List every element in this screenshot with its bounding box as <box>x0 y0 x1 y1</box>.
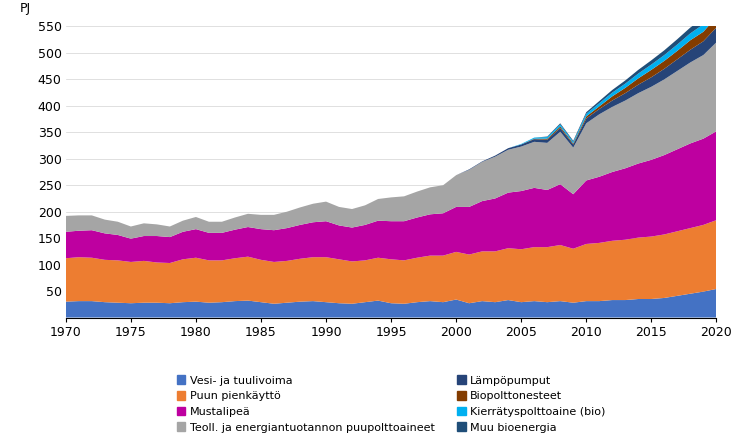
Text: PJ: PJ <box>20 2 31 15</box>
Legend: Vesi- ja tuulivoima, Puun pienkäyttö, Mustalipeä, Teoll. ja energiantuotannon pu: Vesi- ja tuulivoima, Puun pienkäyttö, Mu… <box>176 375 606 433</box>
